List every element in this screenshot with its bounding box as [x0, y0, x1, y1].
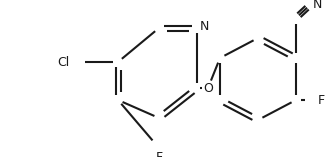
- Text: Cl: Cl: [58, 56, 70, 68]
- Text: O: O: [203, 81, 213, 95]
- Text: N: N: [313, 0, 322, 11]
- Text: F: F: [318, 94, 325, 106]
- Text: F: F: [155, 151, 163, 157]
- Text: N: N: [200, 21, 209, 33]
